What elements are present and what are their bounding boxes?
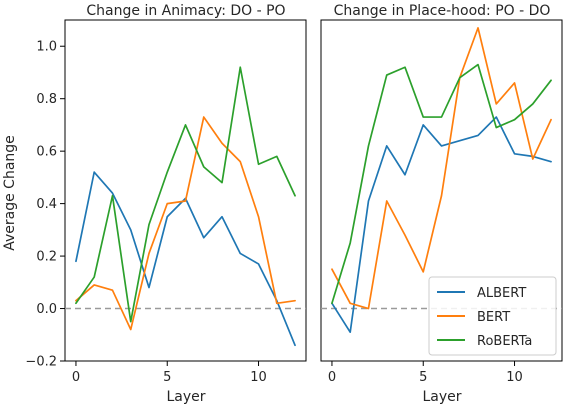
left-panel-title: Change in Animacy: DO - PO — [86, 3, 285, 19]
left-x-axis-label: Layer — [166, 389, 205, 405]
right-panel-title: Change in Place-hood: PO - DO — [334, 3, 551, 19]
legend-label-roberta: RoBERTa — [477, 334, 532, 349]
y-axis-label: Average Change — [2, 135, 18, 251]
left-x-tick-label: 10 — [250, 370, 267, 385]
right-x-tick-label: 10 — [506, 370, 523, 385]
y-tick-label: 1.0 — [36, 40, 57, 55]
right-series-roberta-line — [331, 63, 552, 305]
y-tick-label: 0.2 — [36, 250, 57, 265]
right-series-albert-line — [331, 116, 552, 333]
left-series-bert-line — [75, 116, 296, 331]
legend: ALBERT BERT RoBERTa — [428, 276, 557, 356]
left-panel-frame — [64, 19, 307, 362]
y-tick-label: 0.4 — [36, 197, 57, 212]
left-x-tick-label: 0 — [72, 370, 80, 385]
legend-box — [428, 276, 557, 356]
right-series-bert-line — [331, 27, 552, 310]
left-x-tick-label: 5 — [163, 370, 171, 385]
y-tick-label: 0.8 — [36, 92, 57, 107]
y-tick-label: 0.6 — [36, 145, 57, 160]
y-tick-label: −0.2 — [25, 355, 57, 370]
legend-label-bert: BERT — [477, 310, 510, 325]
legend-label-albert: ALBERT — [477, 286, 526, 301]
right-x-tick-label: 0 — [328, 370, 336, 385]
y-tick-label: 0.0 — [36, 302, 57, 317]
right-x-tick-label: 5 — [419, 370, 427, 385]
left-series-roberta-line — [75, 66, 296, 323]
right-panel-frame — [320, 19, 563, 362]
right-x-axis-label: Layer — [422, 389, 461, 405]
